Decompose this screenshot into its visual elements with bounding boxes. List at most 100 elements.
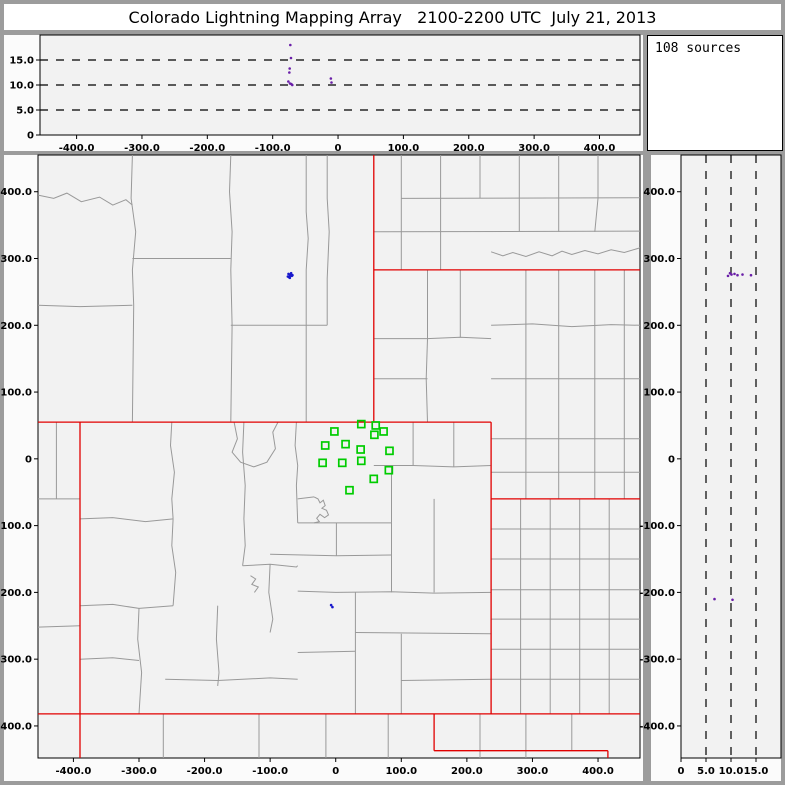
x-tick-label: 5.0 bbox=[697, 766, 715, 777]
sources-count-label: 108 sources bbox=[655, 41, 742, 56]
county-boundary bbox=[326, 155, 330, 326]
county-boundary bbox=[313, 496, 330, 524]
x-tick-label: 0 bbox=[332, 766, 339, 777]
x-tick-label: 15.0 bbox=[744, 766, 769, 777]
county-boundary bbox=[228, 155, 233, 423]
x-tick-label: 0 bbox=[678, 766, 685, 777]
county-boundary bbox=[130, 155, 137, 423]
county-boundary bbox=[355, 632, 492, 635]
lightning-source-dot bbox=[733, 272, 736, 276]
y-tick-label: -100.0 bbox=[639, 521, 675, 532]
lightning-source-dot bbox=[330, 81, 333, 84]
x-tick-label: 100.0 bbox=[385, 766, 417, 777]
y-tick-label: -300.0 bbox=[0, 655, 32, 666]
county-boundary bbox=[401, 197, 640, 199]
title-bar: Colorado Lightning Mapping Array 2100-22… bbox=[4, 4, 781, 30]
lightning-source-dot bbox=[290, 83, 294, 87]
county-boundary bbox=[38, 625, 81, 628]
y-tick-label: -200.0 bbox=[0, 588, 32, 599]
county-boundary bbox=[594, 155, 599, 232]
lma-station-marker bbox=[356, 419, 366, 429]
y-tick-label: 15.0 bbox=[9, 56, 34, 67]
lma-station-marker bbox=[320, 441, 330, 450]
plan-view-map-panel[interactable]: -400.0 -300.0 -200.0 -100.0 0 100.0 200.0 300.0… bbox=[0, 154, 643, 781]
x-tick-label: 100.0 bbox=[388, 143, 420, 154]
lightning-source-dot bbox=[749, 273, 753, 277]
x-tick-label: 10.0 bbox=[719, 766, 744, 777]
county-boundary bbox=[373, 230, 640, 233]
lightning-source-dot bbox=[288, 67, 291, 70]
x-tick-label: -400.0 bbox=[59, 143, 95, 154]
lightning-source-dot bbox=[291, 273, 294, 277]
county-boundary bbox=[79, 603, 174, 609]
county-boundary bbox=[215, 605, 220, 686]
y-tick-label: -300.0 bbox=[639, 655, 675, 666]
x-tick-label: -400.0 bbox=[56, 766, 92, 777]
x-tick-label: 200.0 bbox=[451, 766, 483, 777]
y-tick-label: 0 bbox=[25, 454, 32, 465]
lightning-source-dot bbox=[288, 276, 292, 280]
lma-station-marker bbox=[318, 458, 327, 468]
plan-view-map-plot[interactable]: -400.0 -300.0 -200.0 -100.0 0 100.0 200.0 300.0… bbox=[0, 154, 643, 781]
lma-station-marker bbox=[341, 439, 350, 449]
lma-station-marker bbox=[370, 430, 379, 440]
y-tick-label: 0 bbox=[668, 454, 675, 465]
page-title: Colorado Lightning Mapping Array 2100-22… bbox=[128, 7, 657, 27]
y-tick-label: 0 bbox=[27, 131, 34, 142]
y-tick-label: 400.0 bbox=[0, 187, 32, 198]
x-tick-label: 400.0 bbox=[584, 143, 616, 154]
county-boundary bbox=[270, 553, 392, 557]
lma-station-marker bbox=[330, 427, 339, 436]
county-boundary bbox=[171, 518, 177, 606]
lma-station-marker bbox=[385, 446, 394, 456]
altitude-vs-ns-panel[interactable]: 0 5.0 10.0 15.0 400.0 300.0 200.0 100.0 0 -100.0 -… bbox=[639, 154, 782, 781]
county-boundary bbox=[165, 677, 298, 682]
y-tick-label: 200.0 bbox=[0, 321, 32, 332]
y-tick-label: 10.0 bbox=[9, 81, 34, 92]
county-boundary bbox=[373, 465, 492, 468]
county-boundary bbox=[169, 422, 175, 519]
county-boundary bbox=[250, 575, 260, 593]
x-tick-label: 300.0 bbox=[517, 766, 549, 777]
lightning-source-dot bbox=[713, 597, 716, 601]
county-boundary bbox=[38, 192, 133, 206]
lma-station-marker bbox=[345, 485, 354, 495]
lightning-source-dot bbox=[329, 77, 333, 80]
county-boundary bbox=[401, 678, 492, 681]
y-tick-label: -100.0 bbox=[0, 521, 32, 532]
lightning-source-dot bbox=[736, 273, 739, 277]
info-panel: 108 sources bbox=[647, 35, 783, 151]
lma-station-marker bbox=[379, 427, 388, 436]
y-tick-label: 5.0 bbox=[16, 106, 34, 117]
x-tick-label: -200.0 bbox=[189, 143, 225, 154]
lightning-source-dot bbox=[731, 598, 734, 602]
county-boundary bbox=[79, 517, 174, 523]
lightning-source-dot bbox=[288, 71, 291, 74]
county-boundary bbox=[425, 269, 428, 423]
y-tick-label: 300.0 bbox=[0, 254, 32, 265]
lightning-source-dot bbox=[287, 80, 290, 83]
x-tick-label: -300.0 bbox=[121, 766, 157, 777]
altitude-vs-ns-plot[interactable]: 0 5.0 10.0 15.0 400.0 300.0 200.0 100.0 0 -100.0 -… bbox=[639, 154, 782, 781]
y-tick-label: 100.0 bbox=[0, 388, 32, 399]
altitude-vs-ew-panel[interactable]: -400.0 -300.0 -200.0 -100.0 0 100.0 200.0 300.0… bbox=[4, 34, 643, 154]
y-tick-label: -400.0 bbox=[639, 721, 675, 732]
y-tick-label: 100.0 bbox=[643, 388, 675, 399]
lightning-source-dot bbox=[289, 271, 293, 275]
county-boundary bbox=[79, 657, 140, 661]
y-tick-label: 300.0 bbox=[643, 254, 675, 265]
lma-station-marker bbox=[369, 474, 379, 484]
county-boundary bbox=[297, 496, 315, 500]
plot-area bbox=[39, 34, 641, 136]
x-tick-label: 0 bbox=[335, 143, 342, 154]
county-boundary bbox=[491, 323, 640, 328]
county-boundary bbox=[373, 336, 492, 340]
x-tick-label: -300.0 bbox=[124, 143, 160, 154]
lightning-source-dot bbox=[286, 275, 290, 278]
lightning-source-dot bbox=[331, 605, 334, 609]
altitude-vs-ew-plot[interactable]: -400.0 -300.0 -200.0 -100.0 0 100.0 200.0 300.0… bbox=[4, 34, 643, 154]
lma-station-marker bbox=[356, 456, 366, 466]
county-boundary bbox=[268, 564, 274, 633]
county-boundary bbox=[231, 421, 279, 468]
lma-station-marker bbox=[337, 458, 347, 468]
